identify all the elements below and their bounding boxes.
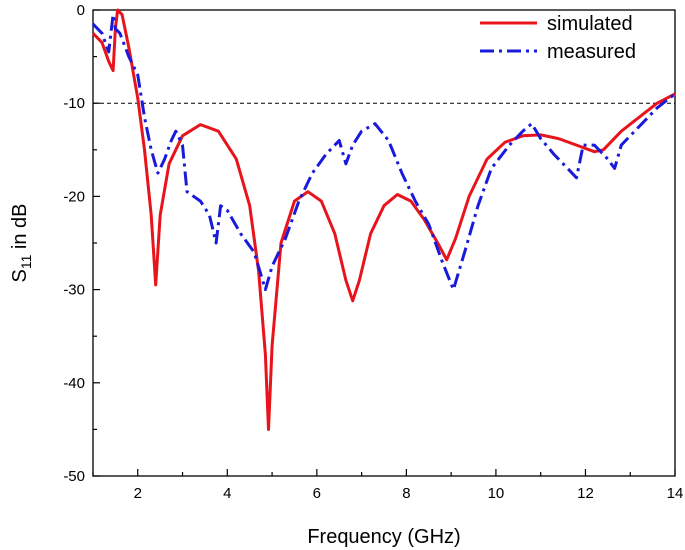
y-tick-label: -40: [63, 375, 85, 392]
x-tick-label: 4: [223, 485, 231, 502]
plot-area: 2 4 6 8 10 12 14 0 -10 -20 -30 -40 -50: [63, 2, 683, 502]
axis-ticks: [92, 9, 676, 477]
x-tick-label: 12: [577, 485, 594, 502]
y-tick-label: -30: [63, 282, 85, 299]
x-tick-label: 14: [667, 485, 684, 502]
series-line-simulated: [91, 8, 676, 431]
y-tick-label: -10: [63, 95, 85, 112]
y-tick-label: -50: [63, 468, 85, 485]
y-tick-label: -20: [63, 188, 85, 205]
series-line-measured: [91, 13, 676, 292]
x-axis-title: Frequency (GHz): [307, 526, 460, 548]
legend-label-simulated: simulated: [547, 13, 633, 35]
series-layer: [91, 8, 676, 431]
y-axis-title-rest: in dB: [9, 203, 31, 254]
legend-label-measured: measured: [547, 41, 636, 63]
x-tick-label: 10: [488, 485, 505, 502]
y-axis-title-subscript: 11: [18, 254, 34, 269]
legend: simulated measured: [480, 13, 636, 63]
x-tick-label: 2: [134, 485, 142, 502]
axis-tick-labels: 2 4 6 8 10 12 14 0 -10 -20 -30 -40 -50: [63, 2, 683, 502]
x-tick-label: 8: [402, 485, 410, 502]
y-axis-title-main: S: [9, 269, 31, 282]
plot-frame: [92, 9, 676, 477]
y-axis-title: S11 in dB: [9, 203, 34, 282]
y-tick-label: 0: [77, 2, 85, 19]
x-tick-label: 6: [313, 485, 321, 502]
